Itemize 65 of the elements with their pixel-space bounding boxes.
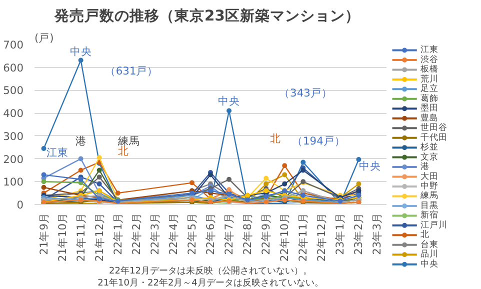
legend-label: 千代田: [420, 132, 448, 143]
x-tick-label: 22年2月: [130, 212, 143, 255]
x-tick-label: 22年4月: [166, 212, 180, 255]
annotation: （194戸）: [292, 134, 346, 148]
legend-label: 荒川: [420, 73, 438, 84]
y-tick-label: 200: [3, 152, 24, 166]
legend-label: 江東: [420, 44, 438, 56]
text: 21年10月・22年2月～4月データは反映されていない。: [98, 278, 324, 288]
x-tick-label: 22年9月: [260, 212, 273, 255]
x-tick-label: 21年10月: [56, 212, 69, 262]
legend-label: 世田谷: [420, 122, 448, 134]
x-tick-label: 21年11月: [74, 212, 88, 262]
legend-label: 港: [420, 161, 430, 172]
legend-label: 板橋: [419, 64, 438, 75]
y-tick-label: 400: [3, 107, 24, 120]
legend-label: 文京: [420, 151, 438, 162]
legend-label: 品川: [420, 248, 438, 260]
chart-title: 発売戸数の推移（東京23区新築マンション）: [54, 6, 360, 24]
legend-label: 豊島: [420, 112, 438, 124]
x-tick-label: 22年6月: [204, 212, 217, 255]
legend-label: 中野: [420, 180, 438, 192]
annotation: 中央: [70, 45, 92, 58]
y-tick-label: 700: [3, 38, 24, 52]
x-tick-label: 23年2月: [352, 212, 366, 255]
annotation: 北: [270, 132, 281, 146]
legend-label: 江戸川: [420, 219, 448, 230]
x-tick-label: 22年8月: [241, 212, 254, 255]
annotation: 江東: [46, 146, 69, 159]
legend-label: 葛飾: [420, 92, 438, 104]
annotation: 中央: [358, 160, 381, 172]
y-axis-title: (戸): [34, 32, 54, 44]
annotation: （631戸）: [104, 64, 158, 78]
legend-label: 中央: [420, 258, 438, 270]
annotation: 中央: [218, 94, 240, 108]
x-tick-label: 22年7月: [222, 212, 236, 255]
x-tick-label: 22年10月: [278, 212, 292, 262]
x-tick-label: 22年3月: [148, 212, 162, 255]
y-tick-label: 0: [16, 198, 24, 212]
x-tick-label: 23年1月: [334, 212, 347, 255]
y-tick-label: 100: [3, 176, 24, 189]
legend-label: 台東: [420, 238, 438, 250]
x-tick-label: 21年12月: [92, 212, 106, 262]
legend-label: 目黒: [420, 200, 438, 211]
legend-label: 杉並: [419, 142, 438, 153]
legend-label: 足立: [420, 83, 438, 94]
annotation: 練馬: [116, 134, 140, 148]
x-tick-label: 22年11月: [296, 212, 310, 262]
legend-label: 北: [420, 229, 430, 240]
y-tick-label: 500: [3, 84, 24, 98]
legend-label: 渋谷: [420, 54, 438, 65]
annotation: （343戸）: [279, 86, 332, 100]
legend-label: 大田: [420, 170, 438, 182]
x-tick-label: 22年12月: [315, 212, 328, 262]
y-tick-label: 600: [3, 61, 24, 74]
legend-label: 新宿: [420, 210, 438, 221]
annotation: 港: [75, 134, 86, 148]
annotation: 北: [118, 144, 129, 158]
text: 22年12月データは未反映（公開されていない）。: [109, 266, 312, 276]
x-tick-label: 22年5月: [185, 212, 198, 255]
x-tick-label: 21年9月: [37, 212, 50, 255]
legend-label: 練馬: [419, 190, 438, 202]
legend-label: 墨田: [420, 102, 438, 114]
x-tick-label: 23年3月: [370, 212, 384, 255]
y-tick-label: 300: [3, 130, 24, 143]
x-tick-label: 22年1月: [111, 212, 124, 255]
